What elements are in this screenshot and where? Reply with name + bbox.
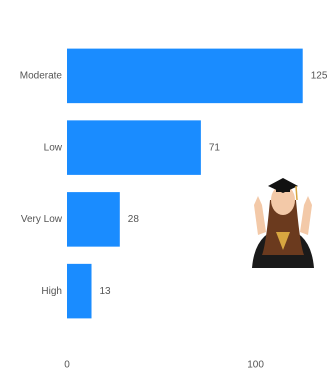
y-tick-label: Very Low: [21, 214, 63, 225]
x-tick-label: 100: [247, 360, 264, 371]
bar: [67, 192, 120, 247]
x-tick-label: 0: [64, 360, 70, 371]
value-label: 28: [128, 214, 140, 225]
bar: [67, 120, 201, 175]
y-tick-label: Low: [44, 142, 63, 153]
y-tick-label: Moderate: [20, 71, 63, 82]
bar: [67, 48, 303, 104]
bar: [67, 263, 92, 319]
value-label: 125: [311, 71, 328, 82]
value-label: 71: [209, 142, 221, 153]
value-label: 13: [100, 286, 112, 297]
y-tick-label: High: [41, 286, 62, 297]
graduate-illustration: [252, 178, 314, 268]
